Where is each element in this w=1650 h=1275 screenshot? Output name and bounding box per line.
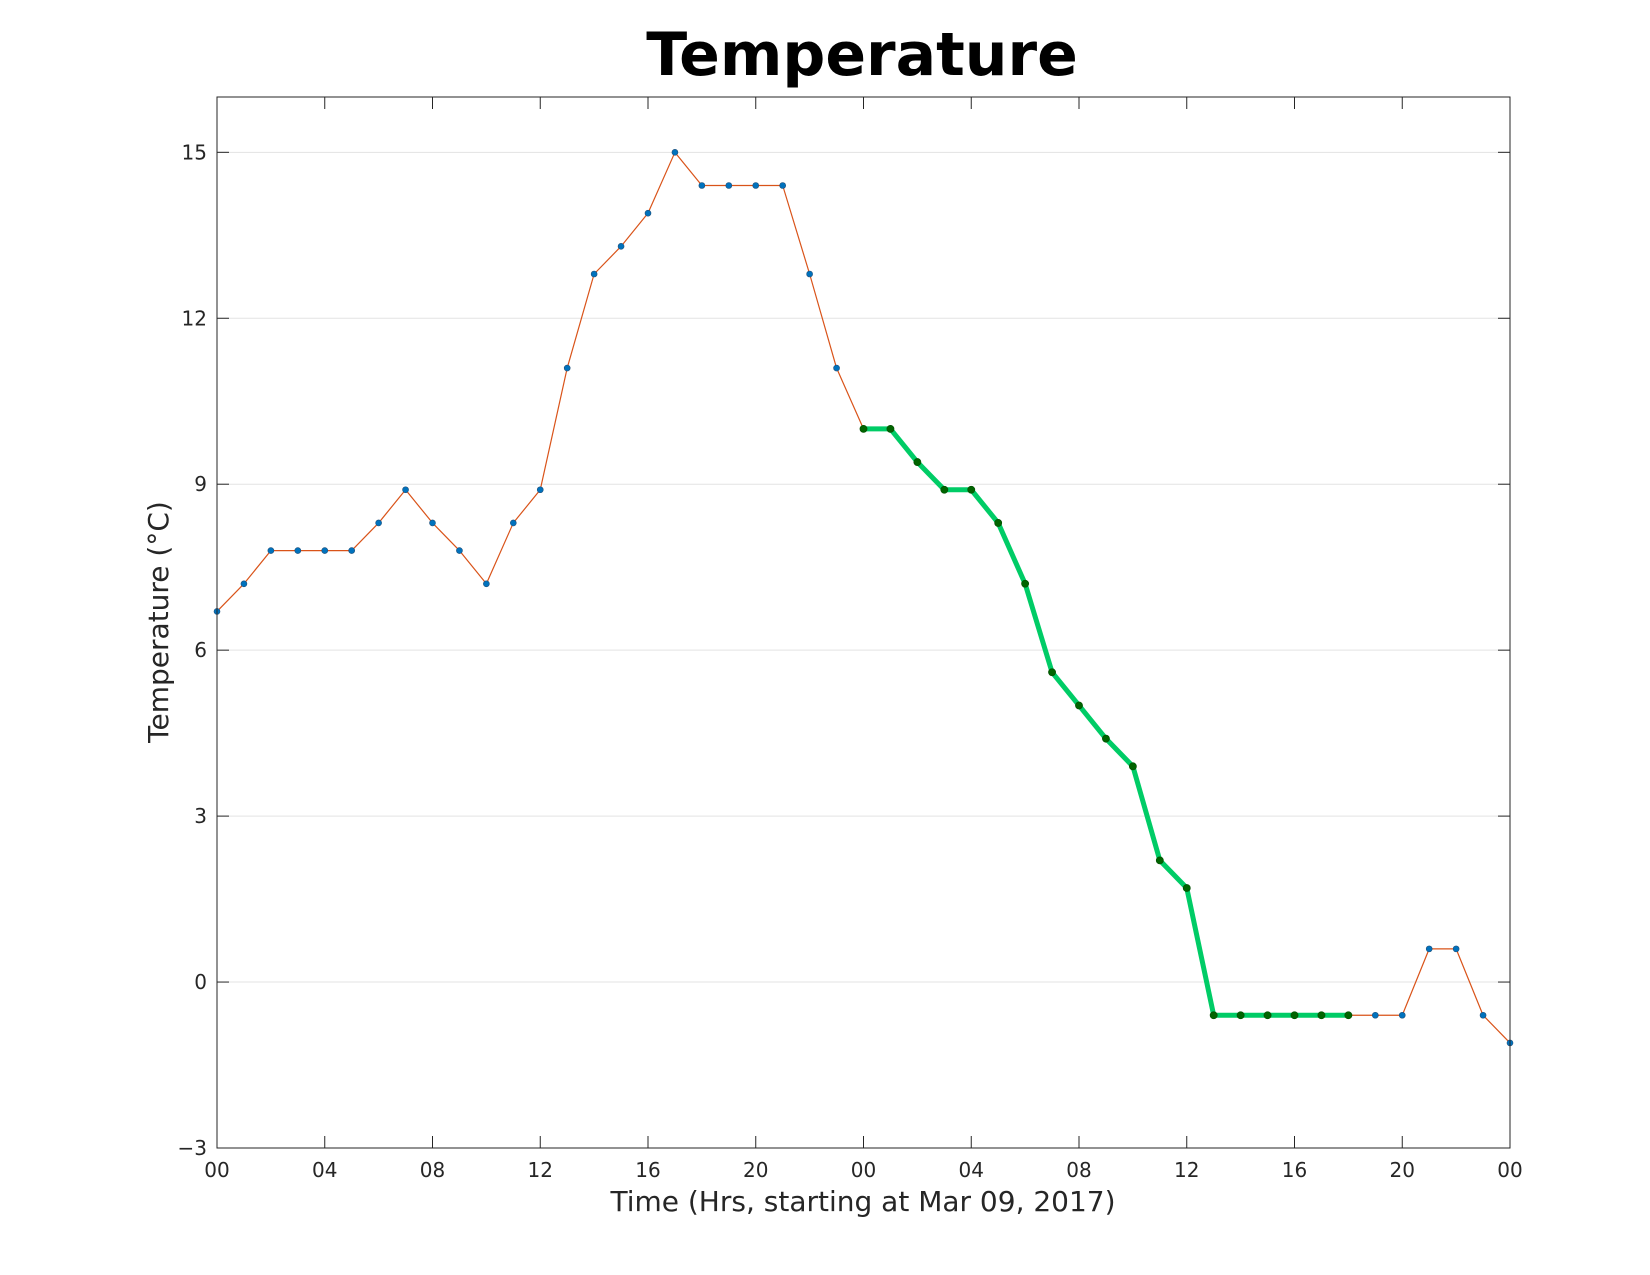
data-point [321, 547, 329, 554]
x-tick-label: 00 [851, 1158, 876, 1182]
data-point [240, 580, 248, 588]
x-tick-label: 20 [1390, 1158, 1415, 1182]
data-point [779, 182, 786, 189]
x-tick-label: 00 [1497, 1158, 1522, 1182]
x-tick-label: 12 [1174, 1158, 1199, 1182]
data-point [671, 149, 679, 156]
data-point [294, 547, 302, 554]
data-point [1479, 1011, 1487, 1019]
highlight-data-point [994, 519, 1003, 527]
y-tick-label: 0 [194, 970, 207, 994]
data-point [375, 519, 382, 527]
highlight-data-point [1290, 1011, 1299, 1020]
highlight-data-point [1155, 856, 1164, 865]
data-point [644, 209, 652, 217]
highlight-data-point [1344, 1011, 1353, 1020]
data-point [483, 580, 490, 588]
data-point [510, 519, 517, 527]
highlight-data-point [1317, 1011, 1326, 1020]
highlight-data-point [1263, 1011, 1272, 1020]
data-point [1372, 1011, 1379, 1019]
highlight-data-point [913, 458, 922, 466]
data-point [833, 364, 840, 372]
highlight-data-point [1102, 734, 1110, 743]
y-tick-label: 15 [182, 140, 207, 164]
data-point [1425, 945, 1433, 953]
y-tick-label: 12 [182, 306, 207, 330]
x-tick-label: 16 [635, 1158, 660, 1182]
data-point [725, 182, 733, 189]
x-tick-label: 04 [312, 1158, 337, 1182]
x-tick-label: 04 [959, 1158, 984, 1182]
highlight-data-point [1048, 668, 1056, 677]
highlight-data-point [1236, 1011, 1245, 1020]
x-axis-label: Time (Hrs, starting at Mar 09, 2017) [609, 1185, 1115, 1218]
highlight-data-point [1075, 701, 1083, 710]
highlight-data-point [1021, 579, 1030, 588]
x-tick-label: 00 [204, 1158, 229, 1182]
highlight-data-point [859, 424, 868, 433]
y-axis-label: Temperature (°C) [142, 501, 175, 744]
data-point [456, 547, 463, 554]
x-tick-label: 12 [528, 1158, 553, 1182]
data-point [429, 519, 436, 527]
chart-title: Temperature [646, 20, 1078, 90]
highlight-data-point [1128, 762, 1137, 771]
highlight-data-point [967, 485, 976, 494]
x-tick-label: 08 [1066, 1158, 1091, 1182]
x-tick-label: 16 [1282, 1158, 1307, 1182]
y-tick-label: 9 [194, 472, 207, 496]
grid-lines [217, 151, 1510, 983]
data-point [752, 182, 760, 189]
data-series [213, 149, 1514, 1047]
highlight-data-point [1209, 1011, 1218, 1020]
y-tick-label: 3 [194, 804, 207, 828]
data-point [1452, 945, 1460, 953]
data-point [1398, 1011, 1406, 1019]
data-point [267, 547, 275, 554]
data-point [563, 364, 571, 372]
y-tick-label: −3 [178, 1136, 207, 1160]
data-point [806, 270, 813, 278]
data-point [536, 486, 544, 494]
plot-area [217, 97, 1510, 1148]
highlight-data-point [940, 485, 949, 494]
axis-ticks: −3 0 3 6 9 12 15 00 04 08 12 16 20 00 04 08 12 16 20 00 [178, 97, 1523, 1182]
data-point [617, 243, 625, 250]
data-point [698, 182, 706, 189]
data-point [402, 486, 409, 494]
x-tick-label: 20 [743, 1158, 768, 1182]
y-tick-label: 6 [194, 638, 207, 662]
highlight-data-point [1182, 884, 1191, 892]
highlight-data-point [886, 424, 895, 433]
data-point [590, 270, 598, 278]
data-point [348, 547, 355, 554]
x-tick-label: 08 [420, 1158, 445, 1182]
